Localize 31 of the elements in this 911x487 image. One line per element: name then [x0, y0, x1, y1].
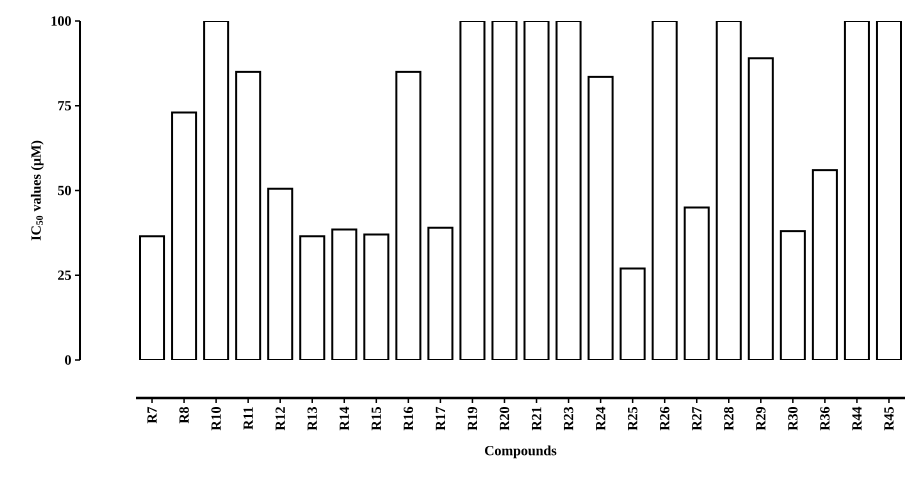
x-tick-label: R13: [308, 406, 317, 430]
x-tick-label: R30: [788, 407, 798, 430]
x-tick-label: R7: [147, 406, 157, 424]
x-tick-label: R11: [244, 407, 253, 430]
x-tick-label: R25: [628, 407, 638, 430]
x-tick-label: R17: [436, 406, 446, 430]
x-tick-label: R45: [884, 407, 894, 430]
x-tick-label: R23: [564, 406, 574, 430]
x-tick-label: R20: [500, 407, 510, 430]
x-axis-title: Compounds: [485, 445, 556, 458]
x-tick-label: R19: [468, 407, 478, 430]
y-tick-label: 75: [58, 101, 71, 110]
x-tick-label: R36: [820, 406, 830, 430]
x-tick-label: R21: [532, 407, 542, 430]
x-tick-label: R8: [179, 406, 189, 424]
y-tick-label: 100: [52, 16, 71, 26]
x-tick-label: R44: [852, 406, 862, 430]
x-tick-label: R26: [660, 406, 670, 430]
x-tick-label: R10: [211, 407, 221, 430]
y-tick-label: 0: [65, 355, 71, 365]
x-tick-label: R12: [276, 407, 285, 430]
x-tick-label: R28: [724, 406, 734, 430]
y-axis-title: IC$_{50}$ values (μM): [30, 140, 44, 240]
y-tick-label: 50: [58, 186, 71, 196]
x-tick-label: R14: [340, 406, 349, 430]
y-tick-label: 25: [58, 270, 71, 280]
x-tick-label: R15: [372, 407, 382, 430]
x-tick-label: R29: [756, 407, 766, 430]
x-tick-label: R27: [692, 406, 702, 430]
x-tick-label: R16: [404, 406, 414, 430]
x-tick-label: R24: [596, 406, 606, 430]
